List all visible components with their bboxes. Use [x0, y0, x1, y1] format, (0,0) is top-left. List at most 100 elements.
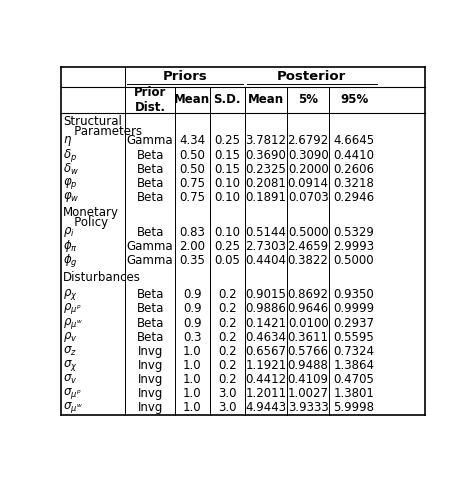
Text: 0.4634: 0.4634 [246, 331, 286, 344]
Text: 0.1421: 0.1421 [246, 317, 286, 329]
Text: 0.2: 0.2 [218, 331, 237, 344]
Text: Invg: Invg [137, 359, 163, 372]
Text: 0.25: 0.25 [214, 240, 240, 253]
Text: 3.7812: 3.7812 [246, 134, 286, 147]
Text: Gamma: Gamma [127, 240, 173, 253]
Text: 1.0: 1.0 [183, 387, 202, 400]
Text: 0.50: 0.50 [180, 163, 205, 176]
Text: 0.9999: 0.9999 [334, 302, 374, 315]
Text: 4.34: 4.34 [179, 134, 205, 147]
Text: $\sigma_z$: $\sigma_z$ [63, 345, 77, 358]
Text: 0.3: 0.3 [183, 331, 201, 344]
Text: 2.4659: 2.4659 [288, 240, 328, 253]
Text: 2.6792: 2.6792 [288, 134, 329, 147]
Text: $\delta_w$: $\delta_w$ [63, 162, 79, 177]
Text: 0.83: 0.83 [180, 226, 205, 239]
Text: Mean: Mean [248, 94, 284, 106]
Text: Policy: Policy [63, 216, 108, 229]
Text: Beta: Beta [137, 317, 164, 329]
Text: 0.0100: 0.0100 [288, 317, 328, 329]
Text: 95%: 95% [340, 94, 368, 106]
Text: 0.9: 0.9 [183, 317, 202, 329]
Text: 0.9350: 0.9350 [334, 288, 374, 301]
Text: 0.2946: 0.2946 [334, 191, 374, 204]
Text: 0.5766: 0.5766 [288, 345, 328, 358]
Text: 0.0914: 0.0914 [288, 177, 328, 190]
Text: $\sigma_{\mu^w}$: $\sigma_{\mu^w}$ [63, 400, 82, 415]
Text: $\rho_\chi$: $\rho_\chi$ [63, 287, 78, 302]
Text: 0.8692: 0.8692 [288, 288, 328, 301]
Text: 0.9646: 0.9646 [288, 302, 328, 315]
Text: 5.9998: 5.9998 [334, 401, 374, 414]
Text: 0.2: 0.2 [218, 288, 237, 301]
Text: 0.2: 0.2 [218, 317, 237, 329]
Text: Gamma: Gamma [127, 134, 173, 147]
Text: 0.9: 0.9 [183, 302, 202, 315]
Text: $\sigma_\chi$: $\sigma_\chi$ [63, 358, 78, 373]
Text: 0.4109: 0.4109 [288, 373, 328, 386]
Text: 1.0: 1.0 [183, 373, 202, 386]
Text: 1.0: 1.0 [183, 359, 202, 372]
Text: 0.2606: 0.2606 [334, 163, 374, 176]
Text: 0.2: 0.2 [218, 359, 237, 372]
Text: 1.3801: 1.3801 [334, 387, 374, 400]
Text: $\delta_p$: $\delta_p$ [63, 146, 77, 164]
Text: 0.5000: 0.5000 [334, 254, 374, 267]
Text: $\rho_{\mu^w}$: $\rho_{\mu^w}$ [63, 315, 83, 331]
Text: 0.5000: 0.5000 [288, 226, 328, 239]
Text: 1.1921: 1.1921 [245, 359, 286, 372]
Text: $\sigma_{\mu^p}$: $\sigma_{\mu^p}$ [63, 386, 82, 401]
Text: 0.05: 0.05 [214, 254, 240, 267]
Text: Priors: Priors [163, 71, 208, 84]
Text: Beta: Beta [137, 163, 164, 176]
Text: 1.0027: 1.0027 [288, 387, 328, 400]
Text: 0.3090: 0.3090 [288, 149, 328, 161]
Text: 0.2: 0.2 [218, 345, 237, 358]
Text: Beta: Beta [137, 331, 164, 344]
Text: 0.15: 0.15 [214, 163, 240, 176]
Text: 1.0: 1.0 [183, 345, 202, 358]
Text: Invg: Invg [137, 387, 163, 400]
Text: $\sigma_v$: $\sigma_v$ [63, 373, 77, 386]
Text: 0.9: 0.9 [183, 288, 202, 301]
Text: 4.6645: 4.6645 [334, 134, 374, 147]
Text: 0.3690: 0.3690 [246, 149, 286, 161]
Text: 3.0: 3.0 [218, 387, 237, 400]
Text: 3.9333: 3.9333 [288, 401, 328, 414]
Text: $\phi_\pi$: $\phi_\pi$ [63, 238, 78, 254]
Text: 1.0: 1.0 [183, 401, 202, 414]
Text: 0.75: 0.75 [180, 191, 205, 204]
Text: 0.2: 0.2 [218, 302, 237, 315]
Text: Beta: Beta [137, 191, 164, 204]
Text: 0.2: 0.2 [218, 373, 237, 386]
Text: 0.25: 0.25 [214, 134, 240, 147]
Text: 5%: 5% [298, 94, 318, 106]
Text: 0.0703: 0.0703 [288, 191, 328, 204]
Text: $\phi_g$: $\phi_g$ [63, 252, 78, 269]
Text: 0.10: 0.10 [214, 177, 240, 190]
Text: 2.9993: 2.9993 [334, 240, 374, 253]
Text: 0.5144: 0.5144 [246, 226, 286, 239]
Text: 3.0: 3.0 [218, 401, 237, 414]
Text: Beta: Beta [137, 177, 164, 190]
Text: Monetary: Monetary [63, 206, 119, 219]
Text: 1.2011: 1.2011 [246, 387, 286, 400]
Text: Invg: Invg [137, 373, 163, 386]
Text: Beta: Beta [137, 302, 164, 315]
Text: 0.9015: 0.9015 [246, 288, 286, 301]
Text: Invg: Invg [137, 401, 163, 414]
Text: $\rho_{\mu^p}$: $\rho_{\mu^p}$ [63, 301, 82, 316]
Text: Prior
Dist.: Prior Dist. [134, 86, 166, 114]
Text: 0.9488: 0.9488 [288, 359, 328, 372]
Text: 0.50: 0.50 [180, 149, 205, 161]
Text: 0.9886: 0.9886 [246, 302, 286, 315]
Text: 0.5595: 0.5595 [334, 331, 374, 344]
Text: 0.7324: 0.7324 [334, 345, 374, 358]
Text: 0.6567: 0.6567 [246, 345, 286, 358]
Text: 2.00: 2.00 [180, 240, 205, 253]
Text: 4.9443: 4.9443 [246, 401, 286, 414]
Text: Mean: Mean [174, 94, 210, 106]
Text: 0.1891: 0.1891 [246, 191, 286, 204]
Text: Beta: Beta [137, 149, 164, 161]
Text: $\rho_v$: $\rho_v$ [63, 330, 77, 344]
